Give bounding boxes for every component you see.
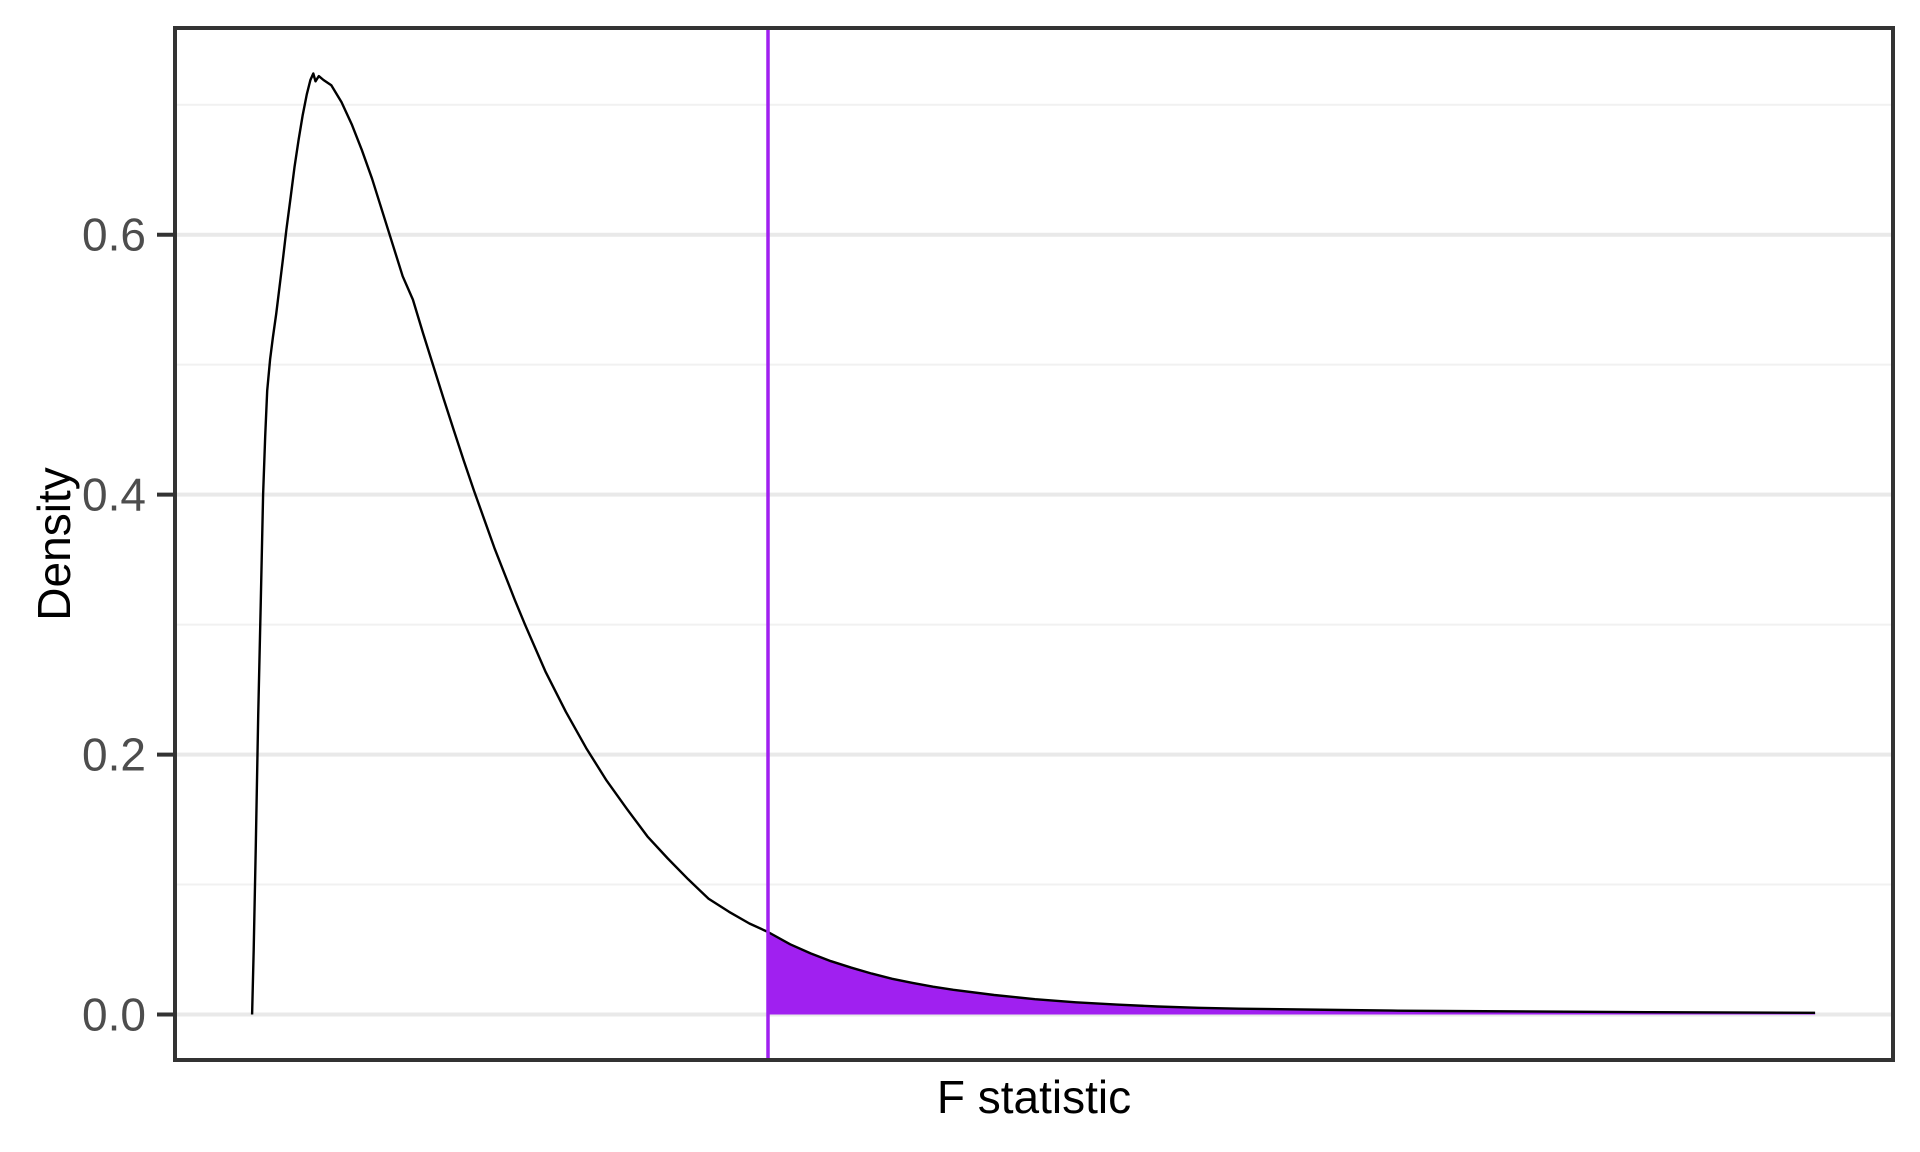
y-tick-label: 0.2 [82, 729, 146, 781]
y-tick-label: 0.6 [82, 209, 146, 261]
y-tick-label: 0.4 [82, 469, 146, 521]
density-curve [250, 72, 1816, 1015]
panel-border [173, 26, 1895, 1062]
y-axis-title: Density [28, 467, 80, 620]
x-axis-title: F statistic [937, 1071, 1131, 1123]
y-axis-tick-labels: 0.0 0.2 0.4 0.6 [82, 209, 146, 1041]
y-tick-label: 0.0 [82, 989, 146, 1041]
shaded-tail-area [768, 932, 1816, 1015]
y-axis-tick-marks [157, 232, 175, 1017]
minor-gridlines [175, 103, 1893, 886]
